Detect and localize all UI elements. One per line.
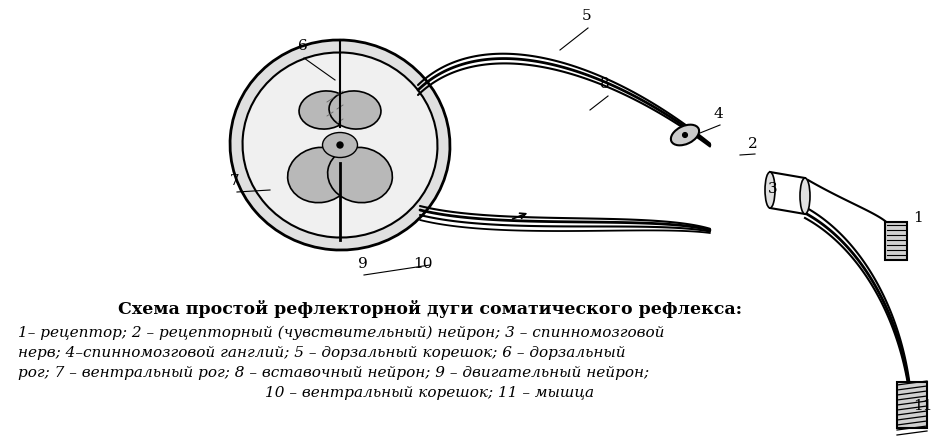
Bar [885,222,907,260]
Text: 5: 5 [582,9,591,23]
Ellipse shape [671,125,699,145]
Ellipse shape [329,91,381,129]
Ellipse shape [800,178,810,214]
Ellipse shape [765,172,775,208]
Text: 10 – вентральный корешок; 11 – мышца: 10 – вентральный корешок; 11 – мышца [265,386,595,400]
Text: Схема простой рефлекторной дуги соматического рефлекса:: Схема простой рефлекторной дуги соматиче… [118,300,742,318]
Bar [897,382,927,428]
Ellipse shape [230,40,450,250]
Text: 9: 9 [358,257,368,271]
Ellipse shape [288,147,352,203]
Text: 1: 1 [913,211,923,225]
Ellipse shape [299,91,351,129]
Ellipse shape [682,133,687,138]
Ellipse shape [322,133,357,158]
Text: 6: 6 [298,39,307,53]
Text: 1– рецептор; 2 – рецепторный (чувствительный) нейрон; 3 – спинномозговой: 1– рецептор; 2 – рецепторный (чувствител… [18,326,665,340]
Text: 2: 2 [748,137,758,151]
Text: 10: 10 [413,257,432,271]
Text: 3: 3 [768,182,777,196]
Ellipse shape [337,142,343,148]
Ellipse shape [328,147,392,203]
Text: 4: 4 [713,107,723,121]
Text: 11: 11 [913,399,932,413]
Text: 8: 8 [600,77,610,91]
Text: 7: 7 [230,174,240,188]
Ellipse shape [243,53,437,237]
Text: нерв; 4–спинномозговой ганглий; 5 – дорзальный корешок; 6 – дорзальный: нерв; 4–спинномозговой ганглий; 5 – дорз… [18,346,626,360]
Text: рог; 7 – вентральный рог; 8 – вставочный нейрон; 9 – двигательный нейрон;: рог; 7 – вентральный рог; 8 – вставочный… [18,366,650,380]
